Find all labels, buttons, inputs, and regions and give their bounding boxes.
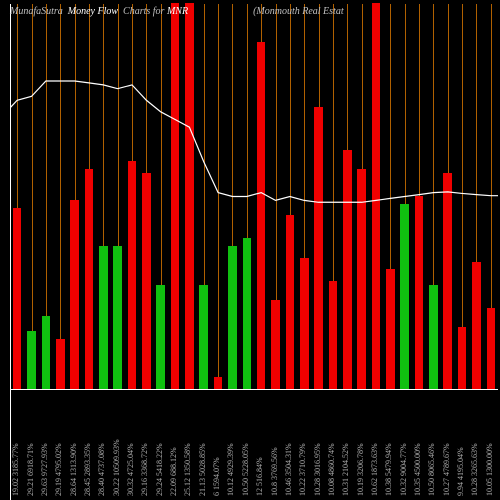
x-axis-label: 10.50 8065.46% [427,443,436,496]
bar [472,262,481,389]
bar [343,150,352,389]
bar [70,200,79,389]
x-axis-label: 10.32 9004.77% [399,443,408,496]
y-axis-line [10,4,11,500]
bar [243,238,252,389]
x-axis-label: 10.19 3206.78% [356,443,365,496]
bar [156,285,165,389]
plot-area [10,4,498,390]
x-axis-label: 10.05 1300.00% [485,443,494,496]
bar [171,3,180,389]
x-axis-label: 10.31 2104.52% [341,443,350,496]
grid-line [60,4,61,389]
x-axis-label: 12 516.84% [255,457,264,496]
x-axis-label: 10.28 3265.63% [470,443,479,496]
x-axis-label: 29.21 6918.71% [26,443,35,496]
x-axis-label: 10.8 3769.56% [270,447,279,496]
x-axis-label: 30.22 10509.93% [112,439,121,496]
x-axis-label: 25.12 1350.58% [183,443,192,496]
bar [415,196,424,389]
x-axis-label: 28.64 1313.90% [69,443,78,496]
chart-title: MunafaSutra Money Flow Charts for MNR (M… [10,6,344,17]
line-path [10,81,498,202]
x-axis-label: 6 1594.07% [212,457,221,496]
bar [85,169,94,389]
x-axis-label: 10.35 4500.00% [413,443,422,496]
x-axis-label: 29.16 3368.72% [140,443,149,496]
bar [228,246,237,389]
bar [487,308,496,389]
x-axis-label: 28.40 4737.08% [97,443,106,496]
x-axis-label: 19.02 3185.77% [11,443,20,496]
x-axis-label: 10.46 3504.31% [284,443,293,496]
bar [214,377,223,389]
bar [27,331,36,389]
x-axis-label: 10.08 4860.74% [327,443,336,496]
bar [271,300,280,389]
bar [314,107,323,389]
grid-line [218,4,219,389]
x-axis-label: 10.22 3710.79% [298,443,307,496]
x-axis-label: 10.38 5479.94% [384,443,393,496]
x-axis-label: 30.32 4725.04% [126,443,135,496]
x-axis-label: 29.24 5418.22% [155,443,164,496]
x-axis-label: 29.19 4795.02% [54,443,63,496]
x-axis-label: 29.63 9727.93% [40,443,49,496]
x-axis-label: 10.12 4929.39% [226,443,235,496]
x-axis-label: 22.09 688.12% [169,447,178,496]
x-axis-label: 21.13 5028.85% [198,443,207,496]
bar [56,339,65,389]
bar [429,285,438,389]
bar [386,269,395,389]
x-axis-label: 10.62 1873.63% [370,443,379,496]
x-axis-label: 10.50 5228.05% [241,443,250,496]
x-axis-label: 10.27 4789.67% [442,443,451,496]
bar [142,173,151,389]
line-series [10,4,498,389]
bar [357,169,366,389]
bar [372,3,381,389]
bar [257,42,266,389]
bar [458,327,467,389]
chart-container: MunafaSutra Money Flow Charts for MNR (M… [0,0,500,500]
bar [199,285,208,389]
bar [99,246,108,389]
bar [13,208,22,389]
bar [185,3,194,389]
bar [400,204,409,389]
bar [113,246,122,389]
x-axis-label: 10.28 3016.95% [313,443,322,496]
bar [329,281,338,389]
bar [128,161,137,389]
bar [443,173,452,389]
x-axis-label: 9.94 4195.04% [456,447,465,496]
bar [42,316,51,389]
x-axis-label: 28.45 2893.35% [83,443,92,496]
bar [286,215,295,389]
bar [300,258,309,389]
x-axis-labels: 19.02 3185.77% 29.21 6918.71% 29.63 9727.9… [10,390,498,500]
